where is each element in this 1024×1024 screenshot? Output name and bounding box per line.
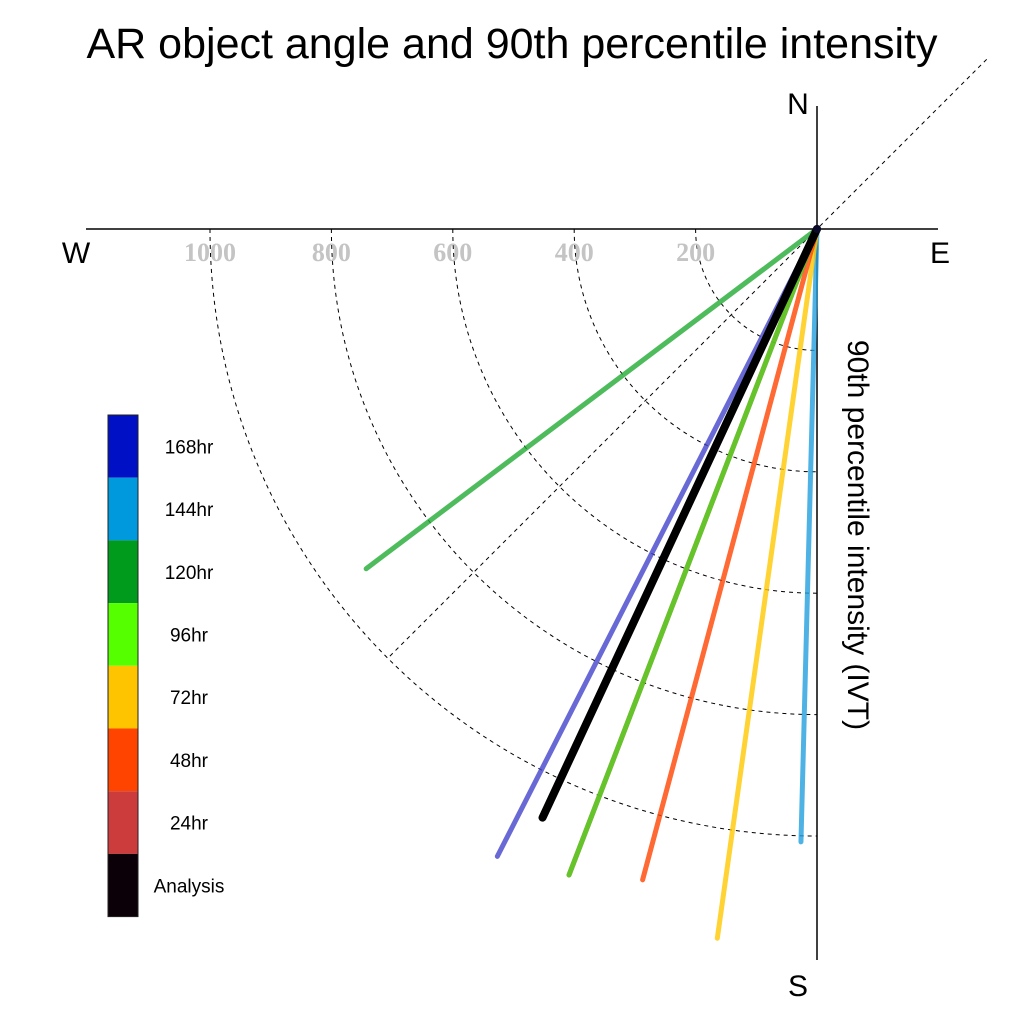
legend-swatch-48hr xyxy=(108,728,138,792)
legend-swatch-120hr xyxy=(108,540,138,604)
compass-south-label: S xyxy=(788,970,808,1003)
compass-east-label: E xyxy=(930,237,950,270)
legend-label-72hr: 72hr xyxy=(170,688,209,709)
compass-west-label: W xyxy=(62,237,91,270)
series-line-144hr xyxy=(798,226,820,845)
radial-axis-label: 90th percentile intensity (IVT) xyxy=(841,340,874,730)
compass-north-label: N xyxy=(787,88,809,121)
grid-arc-800 xyxy=(330,228,818,716)
r-tick-label-800: 800 xyxy=(312,238,351,267)
origin-point xyxy=(813,225,821,233)
chart-title: AR object angle and 90th percentile inte… xyxy=(87,20,938,68)
legend-label-24hr: 24hr xyxy=(170,814,209,835)
legend-label-96hr: 96hr xyxy=(170,625,209,646)
legend: 168hr 144hr 120hr 96hr 72hr 48hr 24hr Analysis xyxy=(107,414,225,918)
series-line-168hr xyxy=(494,226,820,859)
grid-arc-200 xyxy=(695,228,818,351)
series-line-72hr xyxy=(714,226,820,941)
radial-tick-labels: 200 400 600 800 1000 xyxy=(184,238,715,267)
grid-diagonal xyxy=(387,58,988,659)
legend-swatch-analysis xyxy=(108,853,138,917)
polar-grid xyxy=(209,58,988,837)
r-tick-label-200: 200 xyxy=(676,238,715,267)
legend-swatch-72hr xyxy=(108,665,138,729)
series-line-96hr xyxy=(566,226,820,878)
r-tick-label-1000: 1000 xyxy=(184,238,236,267)
grid-arc-1000 xyxy=(209,228,818,837)
legend-swatch-24hr xyxy=(108,791,138,854)
legend-swatch-168hr xyxy=(108,415,138,478)
r-tick-label-400: 400 xyxy=(555,238,594,267)
series-line-120hr xyxy=(363,226,820,572)
series-lines xyxy=(363,225,821,941)
legend-label-144hr: 144hr xyxy=(165,500,214,521)
legend-swatch-144hr xyxy=(108,477,138,541)
legend-label-120hr: 120hr xyxy=(165,563,214,584)
legend-label-168hr: 168hr xyxy=(165,437,214,458)
legend-label-48hr: 48hr xyxy=(170,751,209,772)
series-line-analysis xyxy=(538,225,821,822)
series-line-48hr xyxy=(640,226,820,883)
legend-swatch-96hr xyxy=(108,603,138,666)
legend-frame xyxy=(107,414,139,918)
r-tick-label-600: 600 xyxy=(433,238,472,267)
legend-label-analysis: Analysis xyxy=(154,876,225,897)
